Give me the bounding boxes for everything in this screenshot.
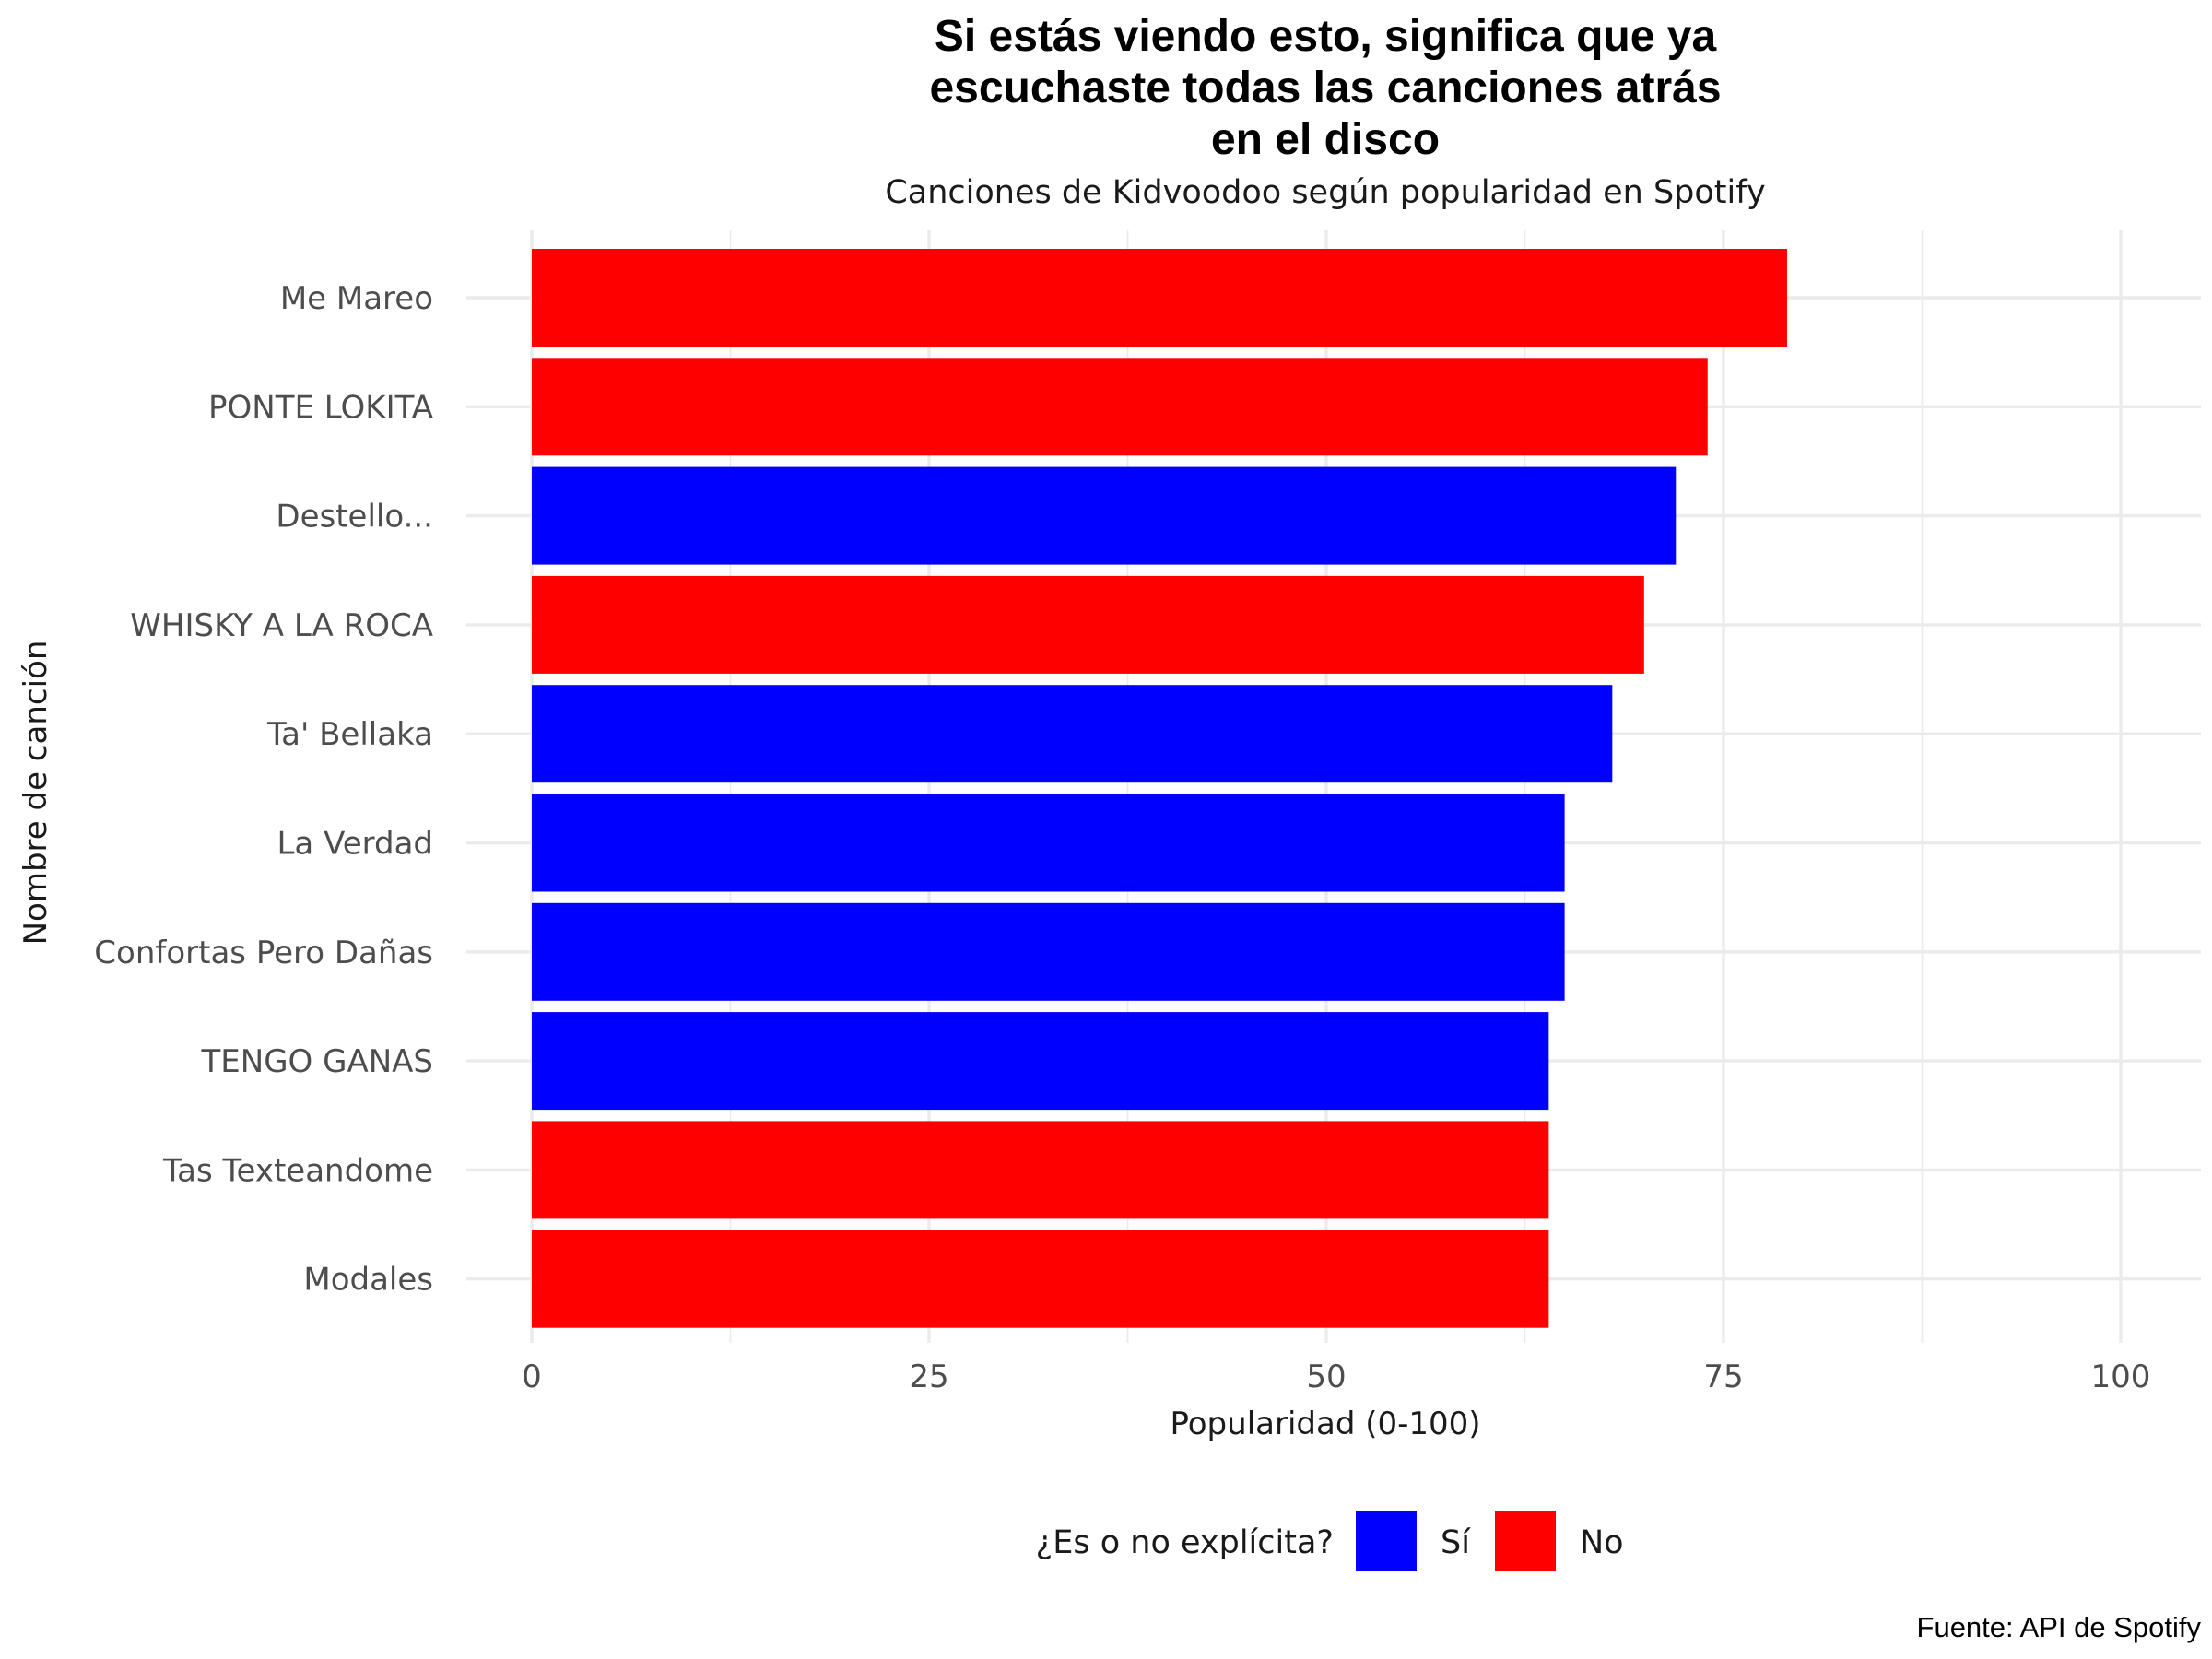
legend-swatch-no [1495,1511,1556,1571]
legend-label-no: No [1580,1524,1624,1561]
legend-swatch-si [1356,1511,1417,1571]
chart-subtitle: Canciones de Kidvoodoo según popularidad… [885,174,1765,211]
legend-label-si: Sí [1441,1524,1471,1561]
x-tick-label: 0 [522,1359,542,1395]
bar [532,249,1787,347]
chart-title-line-3: en el disco [1211,115,1440,164]
y-tick-label: TENGO GANAS [201,1043,433,1080]
bar [532,1230,1549,1328]
y-tick-label: Me Mareo [280,280,433,317]
chart-title-line-2: escuchaste todas las canciones atrás [929,64,1721,112]
bars-layer [532,249,1787,1328]
y-tick-label: Confortas Pero Dañas [94,935,433,971]
y-tick-label: Destello... [276,499,433,535]
x-tick-label: 100 [2091,1359,2151,1395]
bar [532,685,1613,783]
bar [532,794,1565,892]
y-tick-label: Modales [303,1262,433,1299]
chart-caption: Fuente: API de Spotify [1917,1611,2202,1643]
y-tick-labels: Me Mareo PONTE LOKITA Destello... WHISKY A … [94,280,433,1299]
chart-title-line-1: Si estás viendo esto, significa que ya [935,12,1717,61]
y-tick-label: WHISKY A LA ROCA [130,607,433,644]
bar [532,1012,1549,1111]
bar [532,575,1644,674]
y-tick-label: Ta' Bellaka [266,716,433,753]
y-axis-title: Nombre de canción [18,641,54,946]
x-tick-label: 25 [909,1359,948,1395]
y-tick-label: Tas Texteandome [162,1152,433,1189]
legend: ¿Es o no explícita? Sí No [1036,1511,1624,1571]
y-tick-label: PONTE LOKITA [208,389,433,426]
x-axis-title: Popularidad (0-100) [1170,1406,1480,1442]
x-tick-label: 75 [1703,1359,1743,1395]
x-tick-labels: 0 25 50 75 100 [522,1359,2150,1395]
y-tick-label: La Verdad [276,826,433,863]
bar [532,358,1708,456]
x-tick-label: 50 [1306,1359,1346,1395]
legend-title: ¿Es o no explícita? [1036,1524,1334,1561]
bar [532,902,1565,1001]
bar [532,466,1677,565]
bar [532,1121,1549,1219]
